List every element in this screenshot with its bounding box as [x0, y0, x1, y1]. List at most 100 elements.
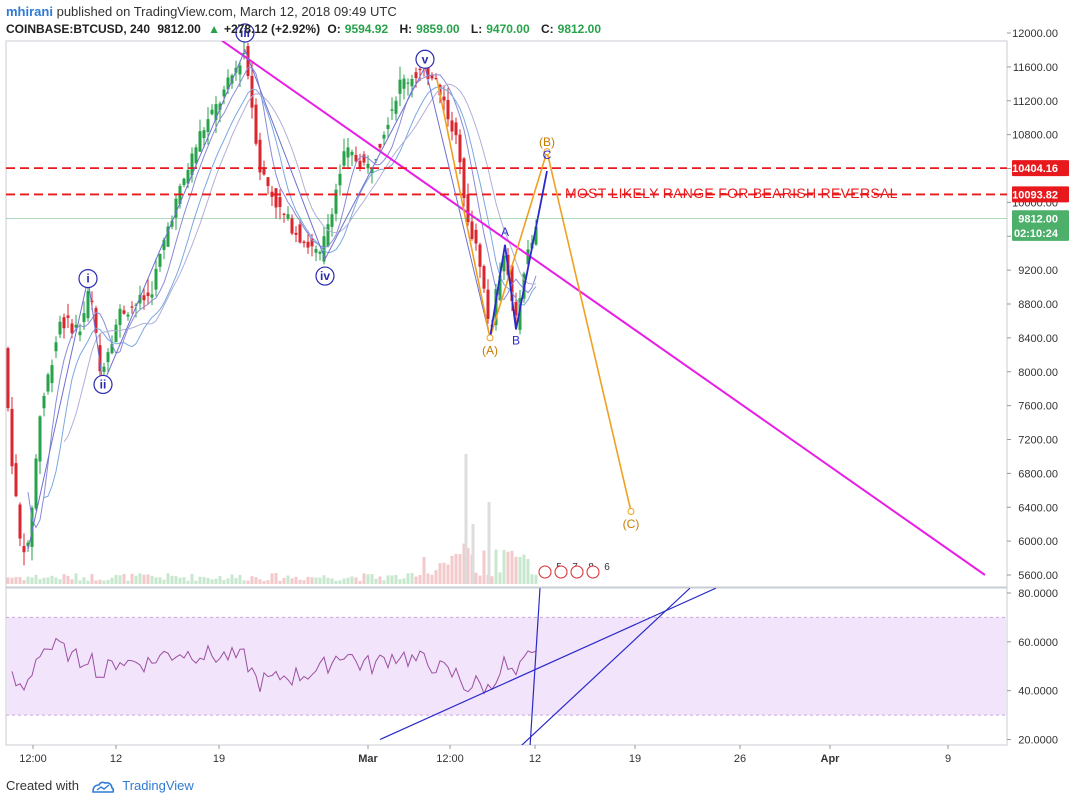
wave-label-circle	[415, 49, 435, 69]
candle-body	[62, 317, 66, 329]
candle-body	[38, 416, 42, 462]
low-label: L:	[470, 22, 483, 36]
tradingview-brand[interactable]: TradingView	[122, 778, 194, 793]
volume-bar	[182, 577, 186, 584]
price-tag	[1012, 186, 1069, 203]
candle-body	[142, 295, 146, 301]
symbol-label[interactable]: COINBASE:BTCUSD, 240	[6, 22, 151, 36]
candle-body	[254, 104, 258, 144]
candle-body	[382, 134, 386, 139]
wave-label-ii: ii	[100, 377, 107, 391]
candle-body	[438, 84, 442, 96]
price-tick-label: 8000.00	[1018, 367, 1058, 379]
volume-bar	[342, 578, 346, 584]
volume-bar	[42, 577, 46, 584]
volume-bar	[534, 574, 538, 584]
candle-body	[306, 241, 310, 248]
time-axis[interactable]: 12:00 12 19 Mar 12:00 12 19 26 Apr 9	[19, 745, 951, 765]
ma-fast-line	[27, 66, 537, 529]
volume-bar	[46, 577, 50, 584]
author-name[interactable]: mhirani	[6, 4, 53, 19]
volume-spike	[487, 502, 491, 584]
candle-body	[454, 122, 458, 136]
volume-bar	[134, 575, 138, 584]
candle-body	[262, 167, 266, 175]
close-value: 9812.00	[557, 22, 602, 36]
rsi-tick-label: 40.0000	[1018, 686, 1058, 698]
event-icon	[554, 565, 568, 579]
volume-bar	[194, 580, 198, 584]
wave-label-(A): (A)	[482, 344, 498, 358]
candle-body	[22, 546, 26, 553]
price-tag	[1012, 224, 1069, 241]
volume-bar	[294, 576, 298, 584]
candle-body	[346, 147, 350, 158]
price-tick-label: 6400.00	[1018, 502, 1058, 514]
event-count: 6	[604, 562, 610, 573]
volume-bar	[146, 574, 150, 584]
volume-bar	[262, 580, 266, 584]
candle-body	[294, 232, 298, 235]
candle-body	[462, 158, 466, 199]
volume-bar	[162, 579, 166, 584]
candle-body	[206, 119, 210, 132]
wave-point	[627, 507, 635, 515]
volume-bar	[270, 573, 274, 584]
last-price: 9812.00	[157, 22, 201, 36]
volume-bar	[410, 573, 414, 584]
rsi-trendline	[379, 588, 717, 741]
volume-bar	[118, 575, 122, 584]
rsi-trendline	[521, 588, 691, 745]
candle-body	[70, 323, 74, 334]
volume-bar	[518, 557, 522, 584]
candle-body	[494, 288, 498, 326]
candle-body	[458, 134, 462, 163]
candle-body	[470, 221, 474, 239]
price-tick-label: 9200.00	[1018, 265, 1058, 277]
candle-body	[322, 236, 326, 262]
candle-body	[354, 154, 358, 162]
volume-bar	[306, 576, 310, 584]
candle-body	[534, 226, 538, 245]
volume-bar	[326, 577, 330, 584]
volume-bar	[198, 576, 202, 584]
candle-body	[214, 104, 218, 120]
corrective-wave-blue	[489, 170, 548, 339]
price-tick-label: 10800.00	[1012, 130, 1058, 142]
volume-bar	[98, 579, 102, 584]
volume-bar	[174, 576, 178, 584]
candle-body	[394, 100, 398, 114]
event-icon	[586, 565, 600, 579]
volume-bar	[310, 577, 314, 584]
candle-body	[286, 214, 290, 219]
price-change: +278.12 (+2.92%)	[224, 22, 321, 36]
time-tick-label: 19	[629, 753, 641, 765]
symbol-info-line: COINBASE:BTCUSD, 240 9812.00 ▲ +278.12 (+…	[6, 22, 609, 36]
candle-body	[302, 241, 306, 244]
chart-grid	[5, 40, 1008, 746]
volume-bar	[26, 576, 30, 584]
volume-bar	[82, 577, 86, 584]
price-tick-label: 11200.00	[1013, 96, 1058, 108]
volume-bar	[190, 573, 194, 584]
tradingview-logo-icon	[91, 781, 114, 793]
wave-label-circle	[315, 266, 335, 286]
volume-bars	[6, 454, 538, 584]
candle-body	[190, 153, 194, 176]
price-axis[interactable]: 12000.0011600.0011200.0010800.0010400.00…	[1007, 28, 1058, 747]
resistance-trendline	[220, 41, 986, 576]
price-tag-label: 9812.00	[1018, 213, 1058, 225]
rsi-line	[11, 637, 537, 695]
time-tick-label: 26	[734, 753, 746, 765]
candle-body	[78, 331, 82, 336]
wave-point	[543, 148, 551, 156]
candle-body	[266, 177, 270, 187]
volume-bar	[106, 579, 110, 584]
price-tag	[1012, 160, 1069, 177]
candle-body	[374, 159, 378, 161]
candle-body	[366, 163, 370, 169]
time-tick-label: 12	[529, 753, 541, 765]
volume-bar	[450, 555, 454, 584]
candle-body	[238, 65, 242, 75]
